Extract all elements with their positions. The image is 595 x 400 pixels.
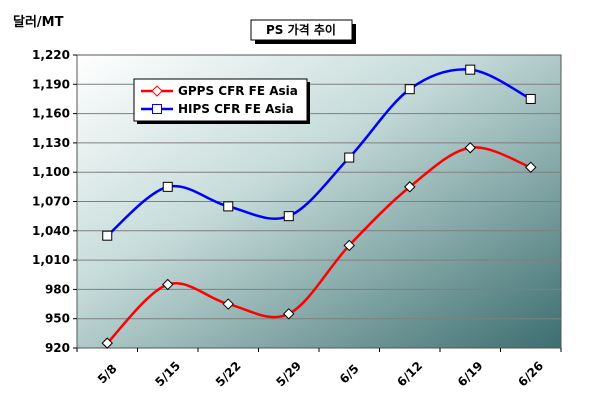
data-point [152,104,162,114]
legend-label: HIPS CFR FE Asia [178,102,294,116]
data-point [525,161,537,174]
x-tick-label: 6/12 [394,359,425,390]
y-tick-label: 1,220 [32,48,70,62]
data-point [101,337,113,349]
data-point [343,239,355,252]
data-point [283,308,295,320]
y-tick-label: 980 [45,282,70,296]
data-point [102,230,113,241]
y-tick-label: 1,130 [32,136,70,150]
data-point [283,211,294,222]
y-tick-label: 1,160 [32,107,70,121]
legend: GPPS CFR FE Asia HIPS CFR FE Asia [133,78,310,124]
data-point [222,298,234,310]
data-point [151,85,163,97]
data-point [404,181,416,193]
y-axis-unit-label: 달러/MT [13,14,64,30]
y-tick-label: 1,010 [32,253,70,267]
y-tick-label: 1,070 [32,195,70,209]
data-point [162,181,173,192]
y-tick-label: 1,040 [32,224,70,238]
x-tick-label: 5/29 [273,359,304,390]
data-point [162,278,174,291]
data-point [404,84,415,95]
series-line [106,68,532,237]
legend-label: GPPS CFR FE Asia [178,84,298,98]
y-tick-label: 1,100 [32,165,70,179]
chart-title: PS 가격 추이 [266,22,336,37]
y-axis: 920 950 980 1,010 1,040 1,070 1,100 1,130 1,160 1… [32,48,77,355]
data-point [464,142,476,154]
x-axis: 5/8 5/15 5/22 5/29 6/5 6/12 6/19 6/26 [76,348,562,390]
data-point [223,201,234,212]
chart-title-box: PS 가격 추이 [250,19,356,44]
y-tick-label: 950 [45,312,70,326]
x-tick-label: 6/26 [515,359,546,390]
y-tick-label: 920 [45,341,70,355]
x-tick-label: 5/8 [95,362,120,387]
data-point [465,64,476,75]
x-tick-label: 5/15 [152,359,183,390]
data-point [525,93,536,104]
x-tick-label: 6/5 [337,362,362,387]
series-group [101,64,537,349]
x-tick-label: 6/19 [455,359,486,390]
data-point [344,152,355,163]
y-tick-label: 1,190 [32,77,70,91]
x-tick-label: 5/22 [213,359,244,390]
